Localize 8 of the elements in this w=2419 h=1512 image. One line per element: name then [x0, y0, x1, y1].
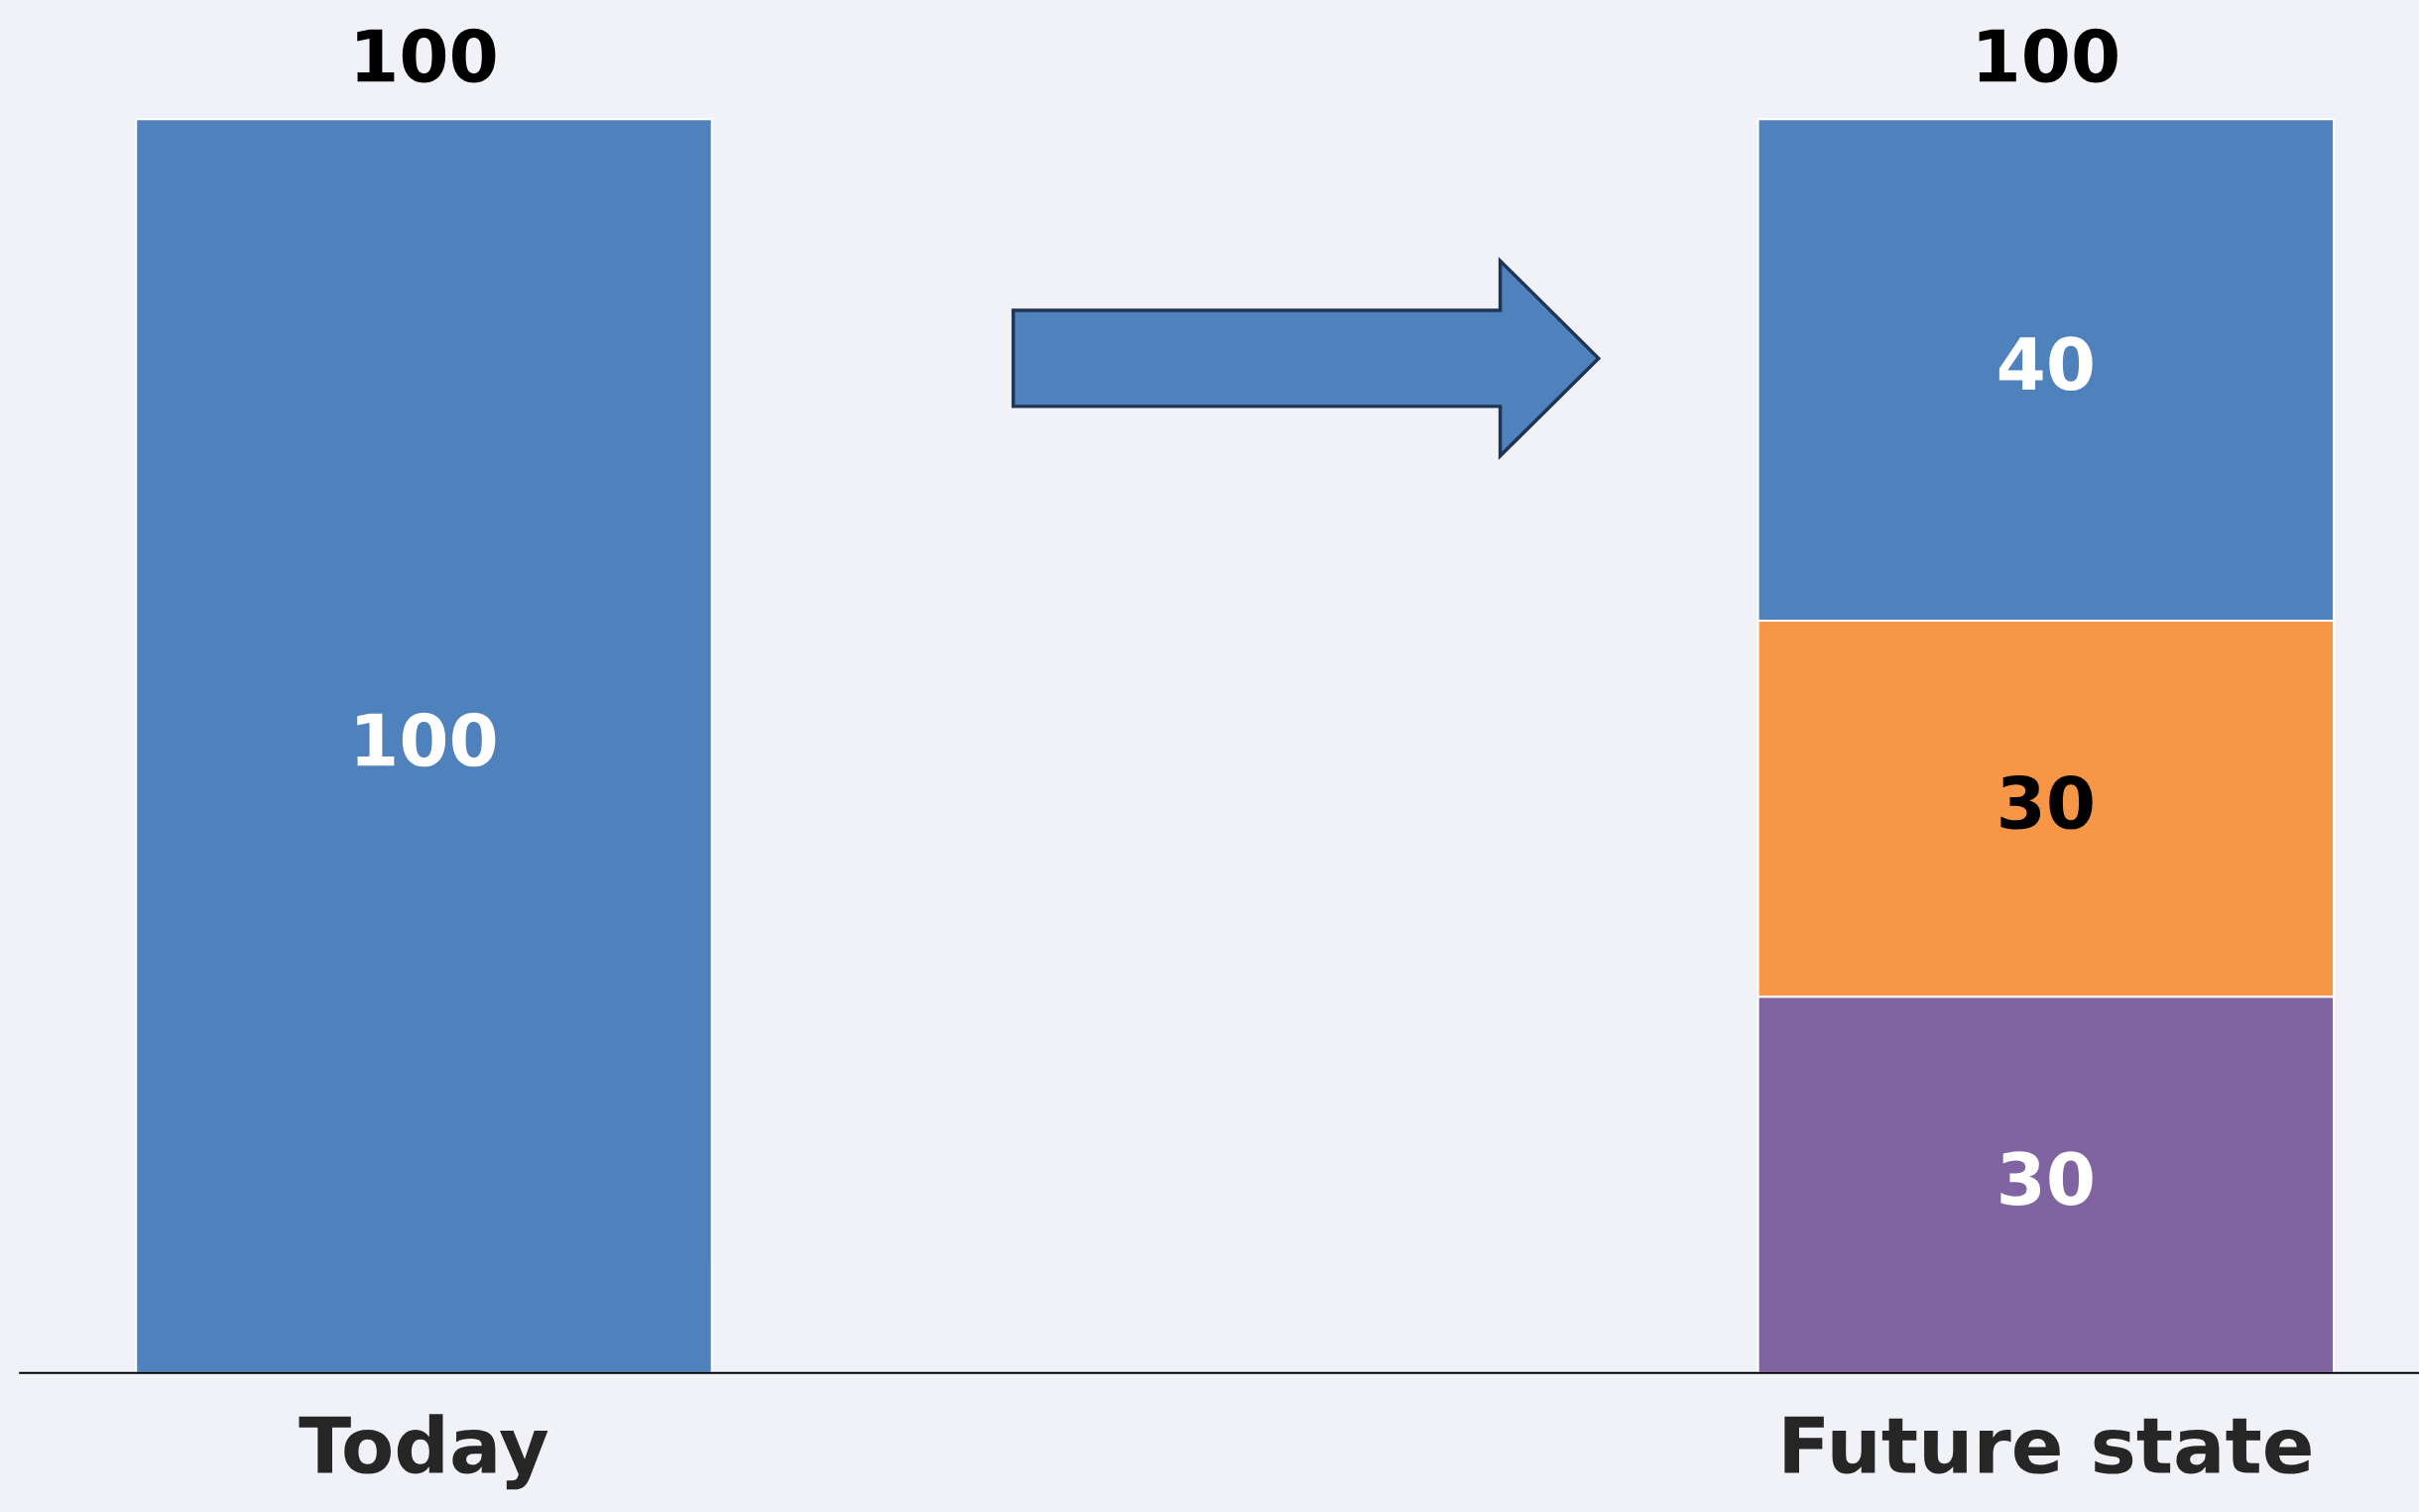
total-label: 100	[1979, 28, 2117, 83]
data-label: 100	[357, 712, 496, 767]
data-label: 40	[1998, 336, 2093, 391]
total-label: 100	[357, 28, 496, 83]
data-label: 30	[2000, 774, 2093, 830]
x-tick-label: Future state	[1784, 1416, 2311, 1474]
x-tick-label: Today	[299, 1414, 548, 1490]
data-label: 30	[2000, 1151, 2093, 1206]
